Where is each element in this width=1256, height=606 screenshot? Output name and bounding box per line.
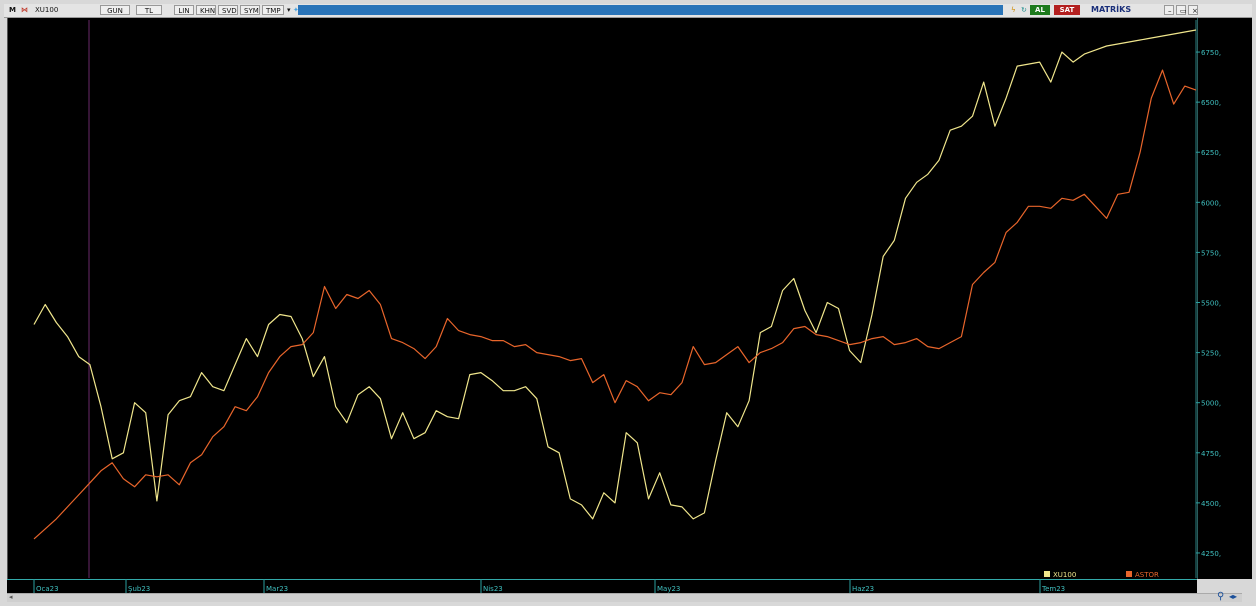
chart-scrollbar[interactable]: ◂ ⚲ ◂▸	[7, 591, 1242, 602]
period-button[interactable]: GUN	[100, 5, 130, 15]
buy-button[interactable]: AL	[1030, 5, 1050, 15]
currency-button[interactable]: TL	[136, 5, 162, 15]
symbol-field[interactable]: XU100	[35, 6, 59, 14]
lightning-icon[interactable]: ϟ	[1011, 6, 1016, 14]
date-axis-pane	[7, 579, 1197, 594]
menu-button[interactable]: M	[9, 6, 16, 14]
chart-type-icon[interactable]: ⋈	[21, 6, 28, 14]
scroll-nav-icon[interactable]: ◂▸	[1229, 592, 1238, 601]
tmp-button[interactable]: TMP	[262, 5, 284, 15]
sym-button[interactable]: SYM	[240, 5, 260, 15]
svd-button[interactable]: SVD	[218, 5, 238, 15]
minimize-icon[interactable]: –	[1164, 5, 1174, 15]
matriks-logo: MATRİKS	[1091, 5, 1132, 14]
dropdown-icon[interactable]: ▾	[287, 6, 291, 14]
price-axis-pane	[1197, 18, 1243, 579]
restore-icon[interactable]: ▭	[1176, 5, 1187, 15]
chart-plot-area[interactable]	[7, 18, 1198, 579]
lin-button[interactable]: LIN	[174, 5, 194, 15]
khn-button[interactable]: KHN	[196, 5, 216, 15]
twitter-icon[interactable]: ✦	[293, 6, 299, 14]
chart-toolbar: M ⋈ XU100 GUN TL LIN KHN SVD SYM TMP ▾ ✦…	[4, 4, 1252, 18]
zoom-icon[interactable]: ⚲	[1217, 591, 1225, 602]
sell-button[interactable]: SAT	[1054, 5, 1080, 15]
chart-right-edge	[1242, 18, 1252, 579]
toolbar-info-strip	[298, 5, 1003, 15]
refresh-icon[interactable]: ↻	[1021, 6, 1027, 14]
scroll-left-icon[interactable]: ◂	[9, 593, 13, 601]
close-icon[interactable]: ×	[1188, 5, 1198, 15]
